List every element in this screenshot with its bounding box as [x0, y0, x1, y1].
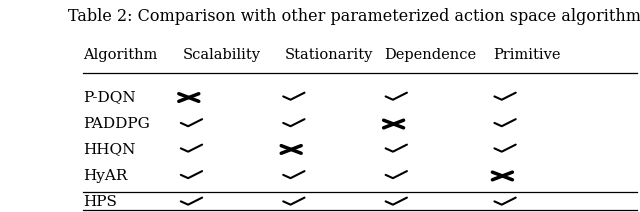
Text: PADDPG: PADDPG [83, 117, 150, 131]
Text: Stationarity: Stationarity [285, 48, 373, 62]
Text: Algorithm: Algorithm [83, 48, 157, 62]
Text: Primitive: Primitive [493, 48, 560, 62]
Text: P-DQN: P-DQN [83, 91, 136, 105]
Text: Scalability: Scalability [182, 48, 260, 62]
Text: Table 2: Comparison with other parameterized action space algorithms: Table 2: Comparison with other parameter… [68, 8, 640, 25]
Text: Dependence: Dependence [384, 48, 476, 62]
Text: HHQN: HHQN [83, 142, 136, 156]
Text: HPS: HPS [83, 195, 117, 209]
Text: HyAR: HyAR [83, 169, 127, 183]
